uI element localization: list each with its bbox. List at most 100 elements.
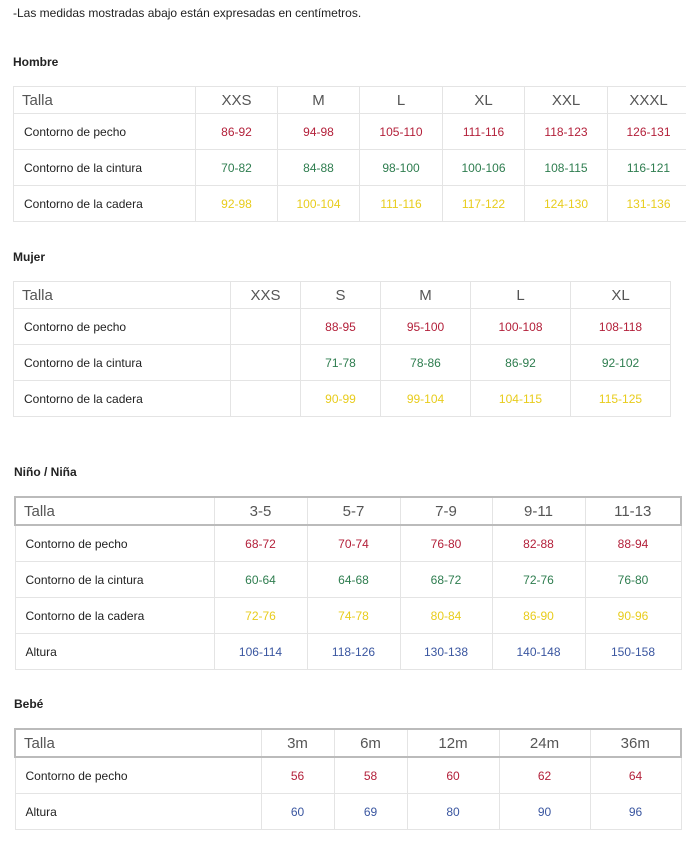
measure-value: 60 <box>406 756 500 794</box>
measure-value: 131-136 <box>607 185 686 222</box>
measure-value: 60 <box>260 793 335 830</box>
size-header: 9-11 <box>491 496 586 526</box>
measure-value: 68-72 <box>399 561 493 598</box>
measure-value: 105-110 <box>359 113 443 150</box>
size-header: 3-5 <box>213 496 308 526</box>
measure-value: 86-90 <box>491 597 586 634</box>
measure-label: Contorno de la cadera <box>13 185 196 222</box>
size-header: 24m <box>498 728 591 758</box>
measure-value: 95-100 <box>380 308 471 345</box>
measure-value: 74-78 <box>306 597 401 634</box>
measure-label: Contorno de pecho <box>14 756 262 794</box>
measure-row: Contorno de pecho 88-95 95-100 100-108 108-1… <box>13 308 671 345</box>
size-table: Talla XXS M L XL XXL XXXL Contorno de pecho 86-9… <box>13 86 686 222</box>
measure-value: 69 <box>333 793 408 830</box>
measure-label: Contorno de la cadera <box>14 597 215 634</box>
size-header: XL <box>570 281 671 309</box>
measure-value: 140-148 <box>491 633 586 670</box>
measure-value: 80-84 <box>399 597 493 634</box>
measure-row: Contorno de la cintura 60-64 64-68 68-72 72-… <box>14 561 682 598</box>
measure-label: Altura <box>14 793 262 830</box>
measure-value: 106-114 <box>213 633 308 670</box>
measure-row: Contorno de la cintura 71-78 78-86 86-92 92-… <box>13 344 671 381</box>
measure-value: 82-88 <box>491 524 586 562</box>
size-header: S <box>300 281 381 309</box>
size-header: M <box>380 281 471 309</box>
measure-label: Contorno de la cadera <box>13 380 231 417</box>
intro-text: -Las medidas mostradas abajo están expre… <box>13 6 362 20</box>
measure-value: 111-116 <box>359 185 443 222</box>
measure-value: 76-80 <box>584 561 682 598</box>
size-header: 6m <box>333 728 408 758</box>
measure-value: 60-64 <box>213 561 308 598</box>
size-header: 5-7 <box>306 496 401 526</box>
measure-value: 118-123 <box>524 113 608 150</box>
section-title: Bebé <box>14 697 44 711</box>
size-header: 3m <box>260 728 335 758</box>
measure-label: Contorno de la cintura <box>14 561 215 598</box>
measure-value: 76-80 <box>399 524 493 562</box>
measure-value: 80 <box>406 793 500 830</box>
measure-value: 64-68 <box>306 561 401 598</box>
measure-value: 96 <box>589 793 682 830</box>
size-header: M <box>277 86 360 114</box>
empty-cell <box>230 380 301 417</box>
measure-value: 84-88 <box>277 149 360 186</box>
measure-row: Contorno de pecho 56 58 60 62 64 <box>14 756 682 794</box>
header-row: Talla 3-5 5-7 7-9 9-11 11-13 <box>14 496 682 526</box>
measure-value: 117-122 <box>442 185 525 222</box>
size-table: Talla 3m 6m 12m 24m 36m Contorno de pecho 56 58 6… <box>14 728 682 830</box>
measure-value: 70-74 <box>306 524 401 562</box>
measure-row: Contorno de pecho 86-92 94-98 105-110 111-11… <box>13 113 686 150</box>
measure-label: Altura <box>14 633 215 670</box>
measure-value: 150-158 <box>584 633 682 670</box>
measure-value: 126-131 <box>607 113 686 150</box>
measure-value: 71-78 <box>300 344 381 381</box>
section-title: Hombre <box>13 55 59 69</box>
measure-value: 98-100 <box>359 149 443 186</box>
size-header: XXL <box>524 86 608 114</box>
measure-label: Contorno de pecho <box>14 524 215 562</box>
size-header: 36m <box>589 728 682 758</box>
measure-value: 86-92 <box>195 113 278 150</box>
measure-value: 56 <box>260 756 335 794</box>
header-row: Talla XXS S M L XL <box>13 281 671 309</box>
measure-value: 124-130 <box>524 185 608 222</box>
size-header: L <box>470 281 571 309</box>
measure-value: 58 <box>333 756 408 794</box>
measure-value: 108-118 <box>570 308 671 345</box>
size-header: 7-9 <box>399 496 493 526</box>
measure-value: 92-98 <box>195 185 278 222</box>
measure-value: 86-92 <box>470 344 571 381</box>
measure-value: 88-95 <box>300 308 381 345</box>
size-header: L <box>359 86 443 114</box>
size-header: 12m <box>406 728 500 758</box>
section-title: Niño / Niña <box>14 465 77 479</box>
measure-value: 72-76 <box>213 597 308 634</box>
measure-value: 104-115 <box>470 380 571 417</box>
header-row: Talla 3m 6m 12m 24m 36m <box>14 728 682 758</box>
measure-value: 100-106 <box>442 149 525 186</box>
header-label: Talla <box>13 86 196 114</box>
measure-value: 64 <box>589 756 682 794</box>
measure-label: Contorno de pecho <box>13 113 196 150</box>
measure-value: 92-102 <box>570 344 671 381</box>
measure-value: 116-121 <box>607 149 686 186</box>
header-label: Talla <box>14 496 215 526</box>
measure-row: Contorno de la cadera 90-99 99-104 104-115 1… <box>13 380 671 417</box>
measure-value: 115-125 <box>570 380 671 417</box>
measure-value: 90-96 <box>584 597 682 634</box>
measure-value: 68-72 <box>213 524 308 562</box>
measure-value: 130-138 <box>399 633 493 670</box>
header-label: Talla <box>14 728 262 758</box>
measure-value: 62 <box>498 756 591 794</box>
size-header: XL <box>442 86 525 114</box>
measure-value: 99-104 <box>380 380 471 417</box>
measure-value: 70-82 <box>195 149 278 186</box>
empty-cell <box>230 344 301 381</box>
measure-label: Contorno de la cintura <box>13 344 231 381</box>
size-header: XXS <box>195 86 278 114</box>
measure-value: 100-108 <box>470 308 571 345</box>
measure-value: 94-98 <box>277 113 360 150</box>
